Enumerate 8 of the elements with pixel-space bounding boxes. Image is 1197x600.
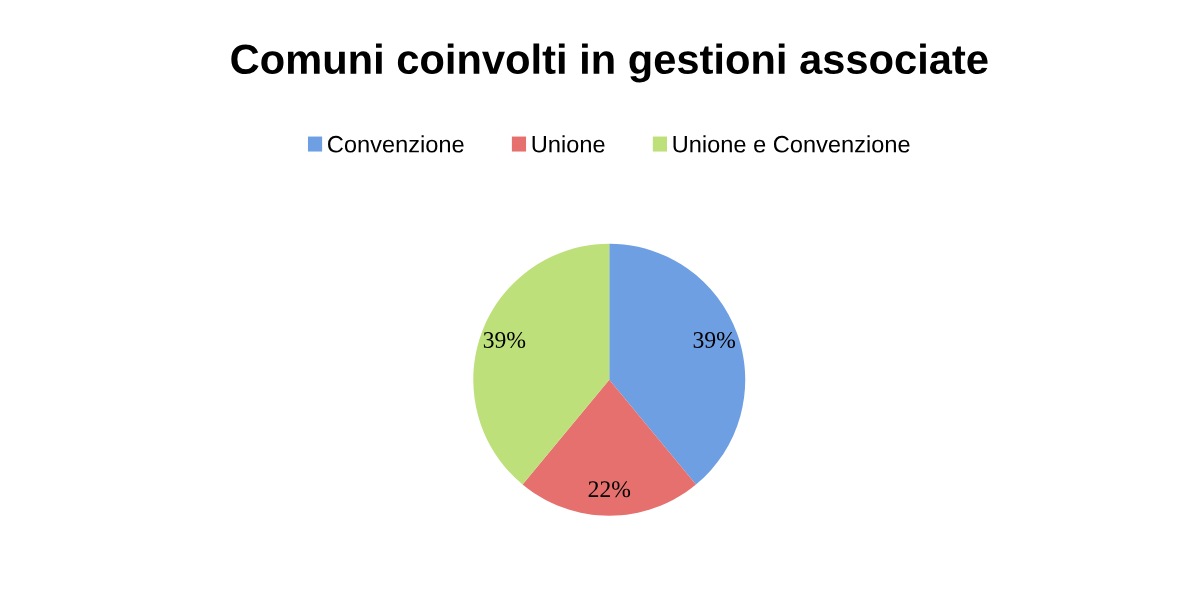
- legend-label: Convenzione: [328, 135, 464, 153]
- legend-label: Unione: [532, 135, 605, 153]
- data-label: 39%: [483, 331, 526, 348]
- pie-slice: [522, 379, 696, 516]
- data-label: 22%: [588, 481, 631, 498]
- legend-label: Unione e Convenzione: [673, 135, 910, 153]
- chart-title: Comuni coinvolti in gestioni associate: [231, 43, 988, 83]
- data-label: 39%: [693, 331, 736, 348]
